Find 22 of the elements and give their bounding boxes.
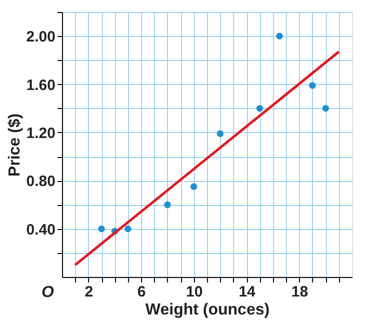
y-tick-label: 1.60 (26, 76, 56, 94)
point (322, 105, 329, 112)
point (256, 105, 264, 112)
x-tick-label: 6 (137, 284, 146, 300)
point (309, 82, 316, 89)
point (276, 32, 283, 40)
x-tick-label: 18 (291, 284, 308, 300)
y-axis-title: Price ($) (6, 113, 24, 177)
x-tick-label: 2 (84, 284, 94, 300)
text: O (42, 284, 55, 301)
x-axis-title: Weight (ounces) (145, 302, 270, 318)
x-tick-label: 14 (238, 284, 256, 300)
point (216, 130, 224, 138)
y-tick-label: 0.80 (26, 173, 56, 190)
y-tick-label: 0.40 (26, 221, 56, 238)
point (164, 201, 171, 208)
point (190, 183, 198, 190)
y-tick-label: 1.20 (26, 124, 56, 142)
point (124, 225, 132, 232)
point (98, 225, 105, 232)
x-tick-label: 10 (186, 284, 203, 300)
y-tick-label: 2.00 (26, 28, 56, 46)
